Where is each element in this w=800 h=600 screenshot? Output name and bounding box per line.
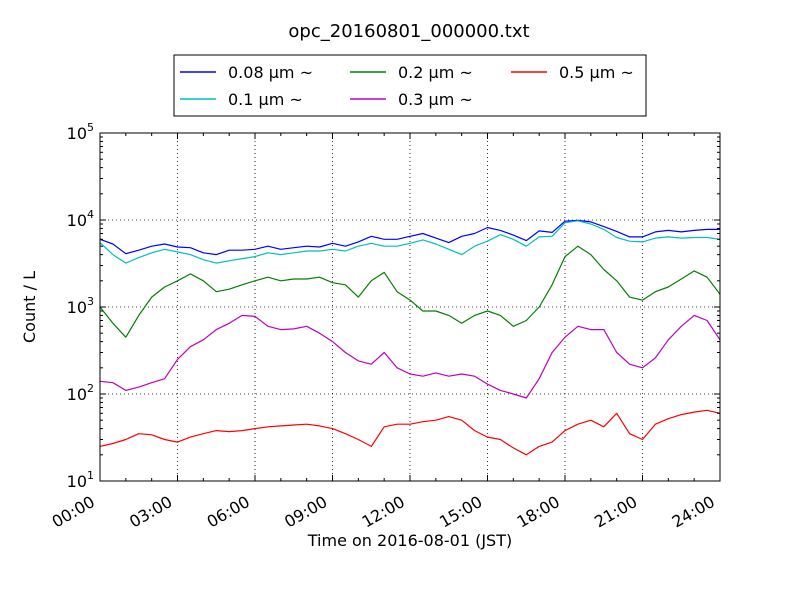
series-line-4 <box>99 314 721 399</box>
legend-label: 0.08 µm ~ <box>228 63 313 82</box>
y-tick-labels: 101 102 103 104 105 <box>67 121 94 491</box>
legend-label: 0.1 µm ~ <box>228 90 303 109</box>
grid <box>100 133 720 481</box>
series-line-5 <box>99 409 721 456</box>
legend-label: 0.5 µm ~ <box>559 63 634 82</box>
y-axis-label: Count / L <box>20 271 39 343</box>
x-tick-label: 06:00 <box>204 492 253 532</box>
ticks <box>99 132 721 482</box>
x-tick-label: 15:00 <box>436 492 485 532</box>
x-tick-label: 09:00 <box>281 492 330 532</box>
y-tick-label: 102 <box>67 382 94 404</box>
chart-title: opc_20160801_000000.txt <box>288 21 529 42</box>
x-tick-label: 21:00 <box>591 492 640 532</box>
x-tick-label: 03:00 <box>126 492 175 532</box>
legend-items: 0.08 µm ~ 0.1 µm ~ 0.2 µm ~ 0.3 µm ~ 0.5 µm … <box>180 63 634 109</box>
y-tick-label: 105 <box>67 121 94 143</box>
x-tick-labels: 00:00 03:00 06:00 09:00 12:00 15:00 18:00 21:00… <box>49 492 718 532</box>
x-tick-label: 12:00 <box>359 492 408 532</box>
x-tick-label: 24:00 <box>669 492 718 532</box>
series-layer <box>99 219 721 456</box>
x-tick-label: 18:00 <box>514 492 563 532</box>
legend-label: 0.3 µm ~ <box>398 90 473 109</box>
x-tick-label: 00:00 <box>49 492 98 532</box>
y-tick-label: 104 <box>67 208 94 230</box>
legend: 0.08 µm ~ 0.1 µm ~ 0.2 µm ~ 0.3 µm ~ 0.5 µm … <box>173 54 647 117</box>
series-line-1 <box>99 219 720 256</box>
x-axis-label: Time on 2016-08-01 (JST) <box>307 531 512 550</box>
legend-box <box>173 54 647 117</box>
legend-label: 0.2 µm ~ <box>398 63 473 82</box>
y-tick-label: 103 <box>67 295 94 317</box>
series-line-2 <box>99 220 721 264</box>
series-line-3 <box>99 245 721 338</box>
y-tick-label: 101 <box>67 469 94 491</box>
